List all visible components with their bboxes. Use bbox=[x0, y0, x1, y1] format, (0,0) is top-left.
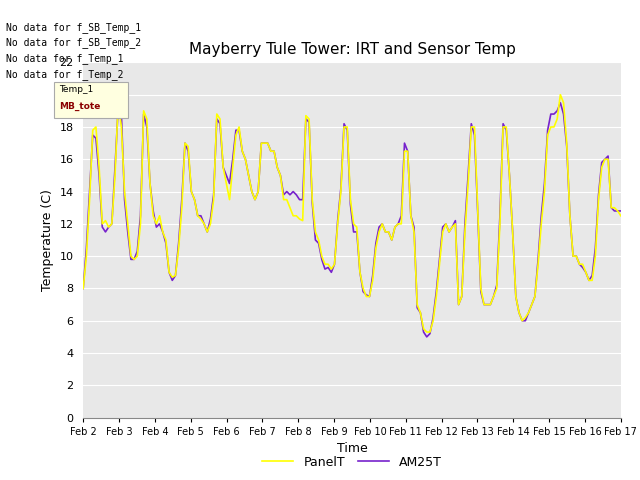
Text: MB_tote: MB_tote bbox=[60, 101, 101, 110]
Text: No data for f_Temp_1: No data for f_Temp_1 bbox=[6, 53, 124, 64]
Text: No data for f_Temp_2: No data for f_Temp_2 bbox=[6, 69, 124, 80]
Text: No data for f_SB_Temp_1: No data for f_SB_Temp_1 bbox=[6, 22, 141, 33]
Text: Temp_1: Temp_1 bbox=[60, 85, 94, 95]
Text: No data for f_SB_Temp_2: No data for f_SB_Temp_2 bbox=[6, 37, 141, 48]
X-axis label: Time: Time bbox=[337, 442, 367, 455]
Y-axis label: Temperature (C): Temperature (C) bbox=[41, 189, 54, 291]
Title: Mayberry Tule Tower: IRT and Sensor Temp: Mayberry Tule Tower: IRT and Sensor Temp bbox=[189, 42, 515, 57]
Legend: PanelT, AM25T: PanelT, AM25T bbox=[257, 451, 447, 473]
